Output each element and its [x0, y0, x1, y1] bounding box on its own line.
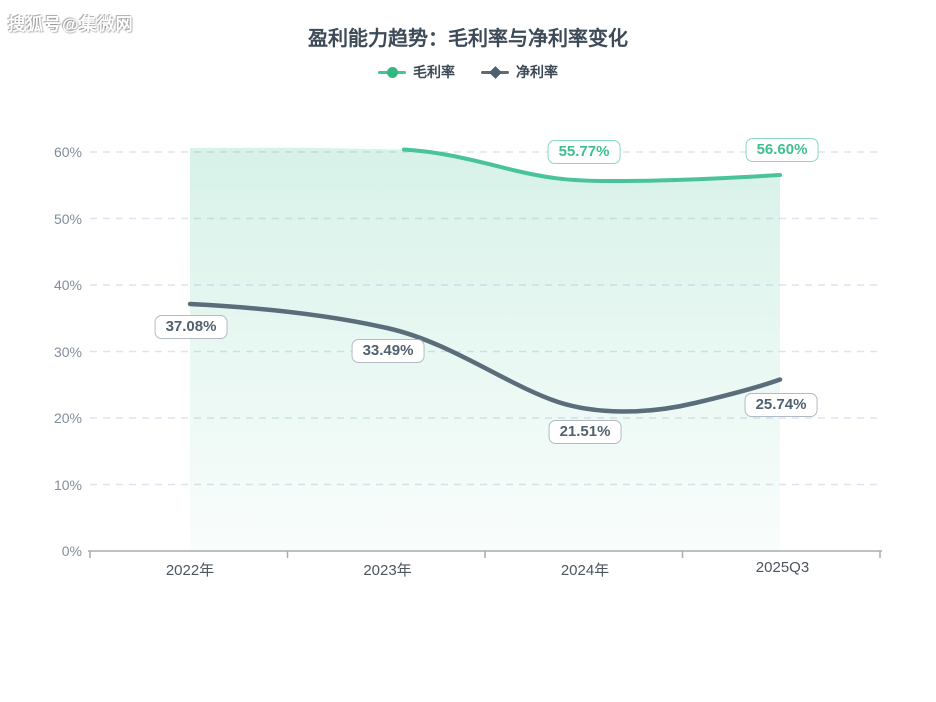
net-margin-label-2023: 33.49%	[351, 339, 425, 363]
legend-label-net-margin: 净利率	[516, 64, 558, 80]
chart-legend: 毛利率 净利率	[0, 62, 936, 82]
y-tick-20: 20%	[53, 410, 82, 426]
y-tick-60: 60%	[53, 144, 82, 160]
chart-title: 盈利能力趋势：毛利率与净利率变化	[308, 28, 628, 50]
y-tick-10: 10%	[53, 476, 82, 493]
y-tick-50: 50%	[53, 210, 82, 227]
y-tick-0: 0%	[61, 543, 82, 559]
x-tick-2023: 2023年	[363, 562, 412, 579]
gross-margin-label-2025q3: 56.60%	[745, 138, 819, 162]
x-tick-2022: 2022年	[165, 562, 215, 579]
net-margin-label-2022: 37.08%	[154, 315, 228, 339]
watermark-sohu: 搜狐号@集微网	[8, 15, 134, 34]
y-tick-30: 30%	[53, 343, 82, 360]
gross-margin-label-2024: 55.77%	[547, 140, 621, 164]
gross-margin-line	[402, 147, 782, 184]
legend-item-net-margin[interactable]: 净利率	[481, 62, 558, 82]
y-tick-40: 40%	[53, 277, 82, 293]
net-margin-label-2025q3: 25.74%	[744, 393, 818, 417]
gross-margin-area-fill	[190, 147, 780, 552]
x-tick-2025q3: 2025Q3	[755, 559, 810, 576]
x-tick-2024: 2024年	[560, 562, 610, 579]
legend-label-gross-margin: 毛利率	[413, 64, 455, 80]
net-margin-line-diamond-icon	[481, 66, 509, 79]
gross-margin-line-circle-icon	[378, 67, 406, 78]
net-margin-label-2024: 21.51%	[548, 420, 622, 444]
net-margin-line	[187, 301, 783, 414]
legend-item-gross-margin[interactable]: 毛利率	[378, 62, 455, 82]
x-axis	[88, 550, 882, 558]
